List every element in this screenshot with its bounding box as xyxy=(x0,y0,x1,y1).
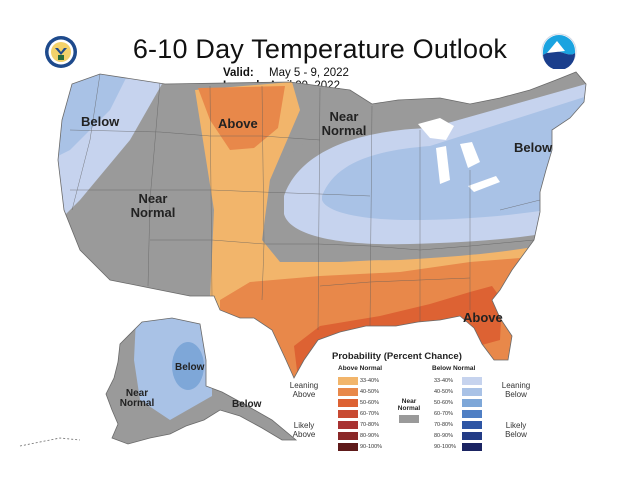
below-bin-swatch xyxy=(462,377,482,385)
below-bin-label: 90-100% xyxy=(434,444,457,450)
label-line: Normal xyxy=(322,123,367,138)
below-bin-swatch xyxy=(462,388,482,396)
valid-line: Valid: May 5 - 9, 2022 xyxy=(223,67,349,80)
conus-outline xyxy=(57,71,587,379)
lake-erie xyxy=(468,176,500,192)
label-near-normal-alaska: Near Normal xyxy=(120,388,155,409)
below-bin-label: 80-90% xyxy=(434,433,453,439)
above-bin-swatch xyxy=(338,410,358,418)
label-line: Near xyxy=(126,388,148,399)
label-below-east: Below xyxy=(514,140,553,155)
lake-michigan xyxy=(436,146,450,184)
alaska-outline xyxy=(105,317,298,445)
above-bin-swatch xyxy=(338,377,358,385)
lake-huron xyxy=(460,142,480,168)
label-below-nw: Below xyxy=(81,114,120,129)
below-region-east-inner xyxy=(322,92,586,220)
above-bin-swatch xyxy=(338,443,358,451)
state-lines xyxy=(69,73,541,331)
above-bin-label: 50-60% xyxy=(360,400,379,406)
below-bin-label: 70-80% xyxy=(434,422,453,428)
legend-near-normal-swatch xyxy=(399,415,419,423)
legend-near-normal-label: Near Normal xyxy=(397,398,421,412)
noaa-logo xyxy=(541,33,577,69)
below-bin-swatch xyxy=(462,399,482,407)
below-bin-label: 50-60% xyxy=(434,400,453,406)
below-bin-swatch xyxy=(462,421,482,429)
above-bin-swatch xyxy=(338,432,358,440)
label-below-alaska-panhandle: Below xyxy=(232,399,262,410)
lake-superior xyxy=(418,118,454,140)
label-above-north: Above xyxy=(218,116,258,131)
above-bin-label: 33-40% xyxy=(360,378,379,384)
above-region-north-core xyxy=(198,86,285,150)
above-bin-swatch xyxy=(338,399,358,407)
aleutian-islands xyxy=(19,437,81,447)
valid-value: May 5 - 9, 2022 xyxy=(269,67,349,79)
legend-above-header: Above Normal xyxy=(338,365,383,372)
above-bin-label: 90-100% xyxy=(360,444,383,450)
below-bin-label: 60-70% xyxy=(434,411,453,417)
below-bin-swatch xyxy=(462,443,482,451)
label-line: Normal xyxy=(120,398,155,409)
legend-likely-above: Likely Above xyxy=(292,421,316,439)
above-bin-swatch xyxy=(338,421,358,429)
above-bin-label: 80-90% xyxy=(360,433,379,439)
label-line: Near xyxy=(139,191,168,206)
below-bin-label: 33-40% xyxy=(434,378,453,384)
legend-likely-below: Likely Below xyxy=(505,421,527,439)
legend-below-header: Below Normal xyxy=(432,365,476,372)
label-line: Near xyxy=(330,109,359,124)
legend-title: Probability (Percent Chance) xyxy=(332,351,462,362)
below-bin-swatch xyxy=(462,432,482,440)
legend-leaning-below: Leaning Below xyxy=(501,381,531,399)
alaska-below-inner xyxy=(172,342,204,390)
label-below-alaska: Below xyxy=(175,362,205,373)
above-bin-swatch xyxy=(338,388,358,396)
label-line: Normal xyxy=(131,205,176,220)
below-bin-label: 40-50% xyxy=(434,389,453,395)
label-above-se: Above xyxy=(463,310,503,325)
valid-label: Valid: xyxy=(223,67,254,79)
label-near-normal-west: Near Normal xyxy=(131,191,176,220)
commerce-seal-logo xyxy=(45,36,77,68)
label-near-normal-ne: Near Normal xyxy=(322,109,367,138)
page-title: 6-10 Day Temperature Outlook xyxy=(132,34,508,64)
above-bin-label: 60-70% xyxy=(360,411,379,417)
above-bin-label: 40-50% xyxy=(360,389,379,395)
legend-leaning-above: Leaning Above xyxy=(289,381,319,399)
above-bin-label: 70-80% xyxy=(360,422,379,428)
below-bin-swatch xyxy=(462,410,482,418)
